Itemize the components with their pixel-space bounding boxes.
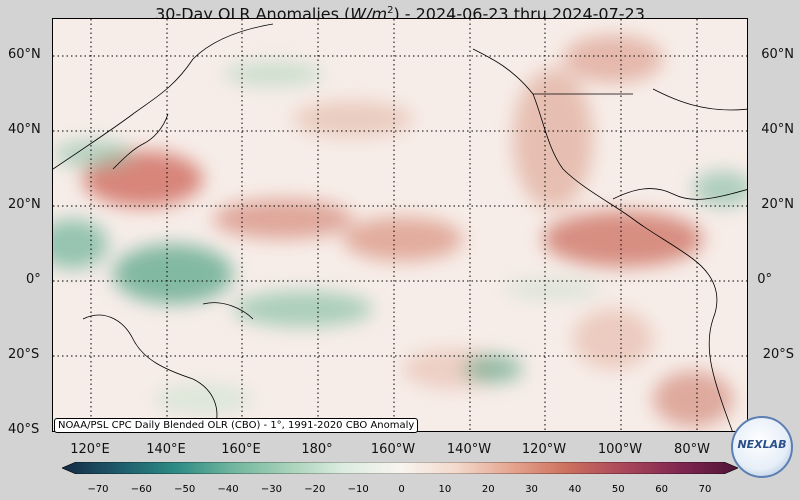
colorbar-tick-label: 40 xyxy=(568,484,582,495)
lat-label-0: 0° xyxy=(26,272,41,287)
data-source-credit: NOAA/PSL CPC Daily Blended OLR (CBO) - 1… xyxy=(54,418,419,433)
lat-label-20n-right: 20°N xyxy=(761,197,794,212)
nexlab-logo: NEXLAB xyxy=(731,416,793,478)
lat-label-20n: 20°N xyxy=(8,197,41,212)
lat-label-40n-right: 40°N xyxy=(761,122,794,137)
lat-label-60n: 60°N xyxy=(8,47,41,62)
lon-label-100w: 100°W xyxy=(597,442,643,457)
colorbar-tick-label: 30 xyxy=(525,484,538,495)
colorbar-tick-label: −20 xyxy=(304,484,326,495)
colorbar-tick-label: 70 xyxy=(698,484,712,495)
lat-label-20s: 20°S xyxy=(8,347,40,362)
lat-label-60n-right: 60°N xyxy=(761,47,794,62)
colorbar-tick-label: −10 xyxy=(347,484,369,495)
lon-label-140w: 140°W xyxy=(446,442,492,457)
lon-label-160e: 160°E xyxy=(221,442,261,457)
colorbar-tick-label: −50 xyxy=(174,484,196,495)
colorbar-tick-label: −70 xyxy=(87,484,109,495)
lat-label-40s: 40°S xyxy=(8,422,40,437)
lon-label-180: 180° xyxy=(301,442,333,457)
colorbar xyxy=(62,462,738,474)
colorbar-tick-label: 60 xyxy=(655,484,669,495)
lon-label-120e: 120°E xyxy=(70,442,110,457)
colorbar-tick-label: 20 xyxy=(481,484,495,495)
lat-label-40n: 40°N xyxy=(8,122,41,137)
lon-label-120w: 120°W xyxy=(521,442,567,457)
colorbar-tick-label: 0 xyxy=(398,484,405,495)
colorbar-tick-label: −40 xyxy=(217,484,239,495)
colorbar-tick-label: 10 xyxy=(438,484,452,495)
colorbar-tick-label: 50 xyxy=(611,484,625,495)
colorbar-tick-label: −60 xyxy=(130,484,152,495)
colorbar-tick-label: −30 xyxy=(260,484,282,495)
lon-label-80w: 80°W xyxy=(674,442,710,457)
lon-label-140e: 140°E xyxy=(146,442,186,457)
lat-label-0-right: 0° xyxy=(757,272,772,287)
lat-label-20s-right: 20°S xyxy=(762,347,794,362)
olr-anomaly-map xyxy=(52,18,748,432)
lon-label-160w: 160°W xyxy=(370,442,416,457)
